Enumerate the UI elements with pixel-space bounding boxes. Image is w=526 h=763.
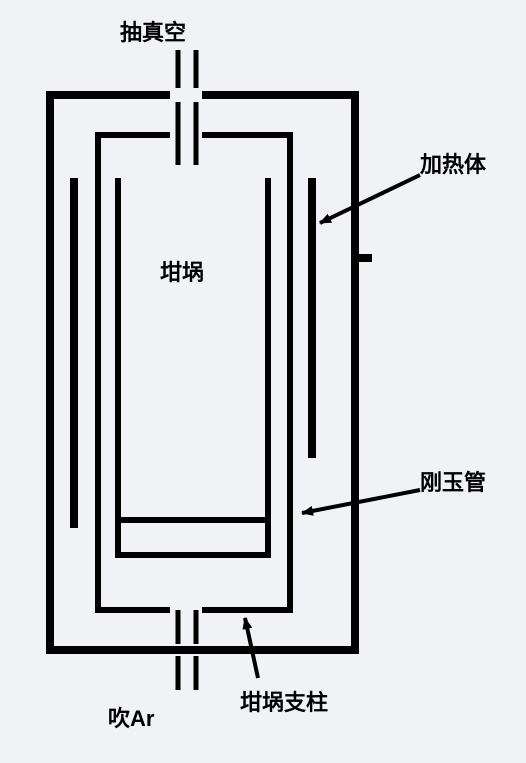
label-corundum: 刚玉管 <box>420 470 486 495</box>
label-vacuum: 抽真空 <box>120 20 186 45</box>
label-argon: 吹Ar <box>108 706 155 731</box>
label-heater: 加热体 <box>419 152 487 177</box>
label-support: 坩埚支柱 <box>240 690 328 715</box>
apparatus-diagram: 抽真空 坩埚 加热体 刚玉管 吹Ar 坩埚支柱 <box>0 0 526 763</box>
label-crucible: 坩埚 <box>160 260 204 285</box>
